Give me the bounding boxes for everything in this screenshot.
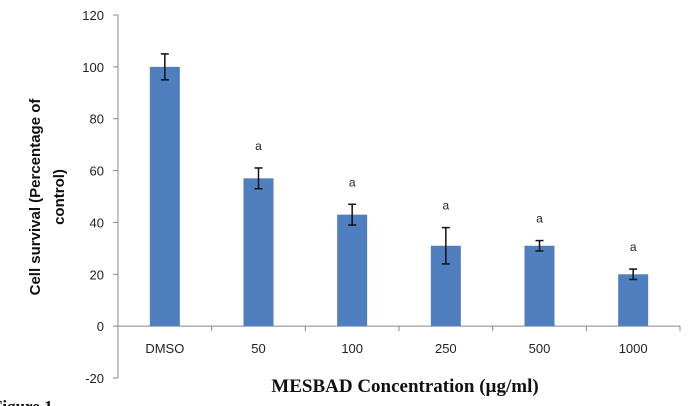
y-tick-label: 0 <box>97 319 104 334</box>
bar-1000 <box>618 274 649 327</box>
y-tick-label: -20 <box>85 371 104 386</box>
figure-caption: Figure 1 <box>0 397 53 406</box>
significance-annotation: a <box>536 212 543 226</box>
y-ticks: -20 0 20 40 60 80 100 120 <box>82 8 118 386</box>
x-tick-label: 100 <box>341 341 363 356</box>
error-bar-500 <box>535 239 544 252</box>
y-tick-label: 20 <box>90 267 104 282</box>
y-tick-label: 120 <box>82 8 104 23</box>
bars <box>149 66 649 327</box>
x-axis-label: MESBAD Concentration (µg/ml) <box>271 376 538 397</box>
y-tick-label: 80 <box>90 112 104 127</box>
x-tick-label: 1000 <box>619 341 648 356</box>
error-bar-1000 <box>629 268 638 281</box>
y-tick-label: 60 <box>90 164 104 179</box>
bar-500 <box>524 245 555 327</box>
x-axis: DMSO 50 100 250 500 1000 <box>117 325 681 356</box>
error-bar-50 <box>254 167 263 190</box>
bar-DMSO <box>149 66 180 327</box>
x-tick-label: 500 <box>529 341 551 356</box>
annotations: a a a a a <box>255 139 637 254</box>
significance-annotation: a <box>349 175 356 189</box>
y-axis-label-line-1: Cell survival (Percentage of <box>27 98 44 296</box>
x-ticks: DMSO 50 100 250 500 1000 <box>117 326 681 356</box>
bar-50 <box>243 178 274 327</box>
x-tick-label: DMSO <box>145 341 184 356</box>
y-tick-label: 100 <box>82 60 104 75</box>
significance-annotation: a <box>630 240 637 254</box>
significance-annotation: a <box>442 199 449 213</box>
y-axis: -20 0 20 40 60 80 100 120 <box>82 8 119 386</box>
x-tick-label: 50 <box>251 341 265 356</box>
error-bar-DMSO <box>160 53 169 81</box>
significance-annotation: a <box>255 139 262 153</box>
error-bar-250 <box>441 226 450 265</box>
y-tick-label: 40 <box>90 215 104 230</box>
y-axis-label-line-2: control) <box>51 169 68 225</box>
x-tick-label: 250 <box>435 341 457 356</box>
error-bar-100 <box>348 203 357 226</box>
error-bars <box>160 53 638 281</box>
bar-100 <box>337 214 368 327</box>
